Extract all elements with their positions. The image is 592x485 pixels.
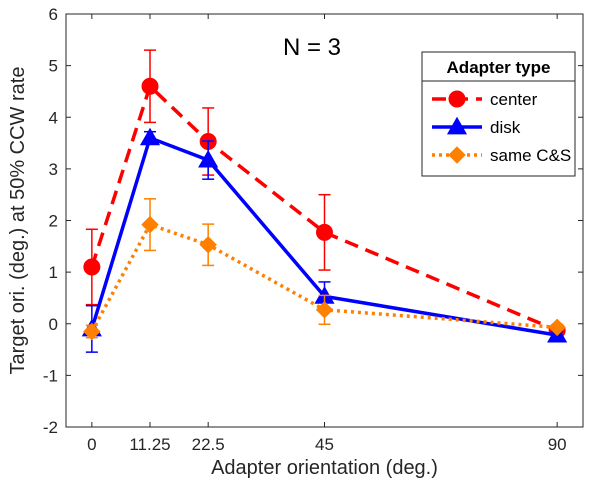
x-axis-label: Adapter orientation (deg.) xyxy=(211,457,438,479)
legend-entries: center disk same C&S xyxy=(432,90,571,165)
data-point xyxy=(198,149,219,168)
sample-size-annotation: N = 3 xyxy=(283,34,341,61)
x-axis: 0 11.25 22.5 45 90 xyxy=(87,14,567,454)
y-tick-label: 2 xyxy=(49,212,58,231)
data-point xyxy=(316,223,333,241)
legend-marker xyxy=(448,146,466,164)
data-point xyxy=(139,127,161,146)
x-tick-label: 11.25 xyxy=(129,435,170,454)
series-same-c-s xyxy=(83,198,566,341)
x-tick-label: 22.5 xyxy=(192,435,225,454)
legend-label: disk xyxy=(490,118,521,137)
y-axis: -2 -1 0 1 2 3 4 5 6 xyxy=(43,5,583,437)
legend-entry-disk: disk xyxy=(432,116,521,137)
legend-entry-same-c-s: same C&S xyxy=(432,146,571,165)
legend-title: Adapter type xyxy=(447,58,551,77)
data-point xyxy=(199,236,217,254)
y-tick-label: 0 xyxy=(49,315,58,334)
data-point xyxy=(548,318,566,337)
y-tick-label: -2 xyxy=(43,418,58,437)
legend-marker xyxy=(448,90,466,108)
x-tick-label: 0 xyxy=(87,435,96,454)
data-point xyxy=(141,77,159,95)
data-point xyxy=(83,258,101,276)
y-tick-label: 5 xyxy=(49,57,58,76)
y-axis-label: Target ori. (deg.) at 50% CCW rate xyxy=(7,67,29,375)
data-point xyxy=(315,301,334,319)
y-tick-label: 4 xyxy=(49,108,58,127)
legend-marker xyxy=(446,116,468,135)
data-point xyxy=(83,322,101,341)
x-tick-label: 45 xyxy=(315,435,334,454)
x-tick-label: 90 xyxy=(548,435,567,454)
y-tick-label: 1 xyxy=(49,263,58,282)
data-point xyxy=(141,215,159,234)
y-tick-label: 3 xyxy=(49,160,58,179)
series-layer xyxy=(81,49,568,353)
legend-entry-center: center xyxy=(432,90,538,109)
legend-label: same C&S xyxy=(490,146,571,165)
legend-label: center xyxy=(490,90,538,109)
y-tick-label: 6 xyxy=(49,5,58,24)
legend: Adapter type center disk same C&S xyxy=(421,51,576,177)
y-tick-label: -1 xyxy=(43,366,58,385)
